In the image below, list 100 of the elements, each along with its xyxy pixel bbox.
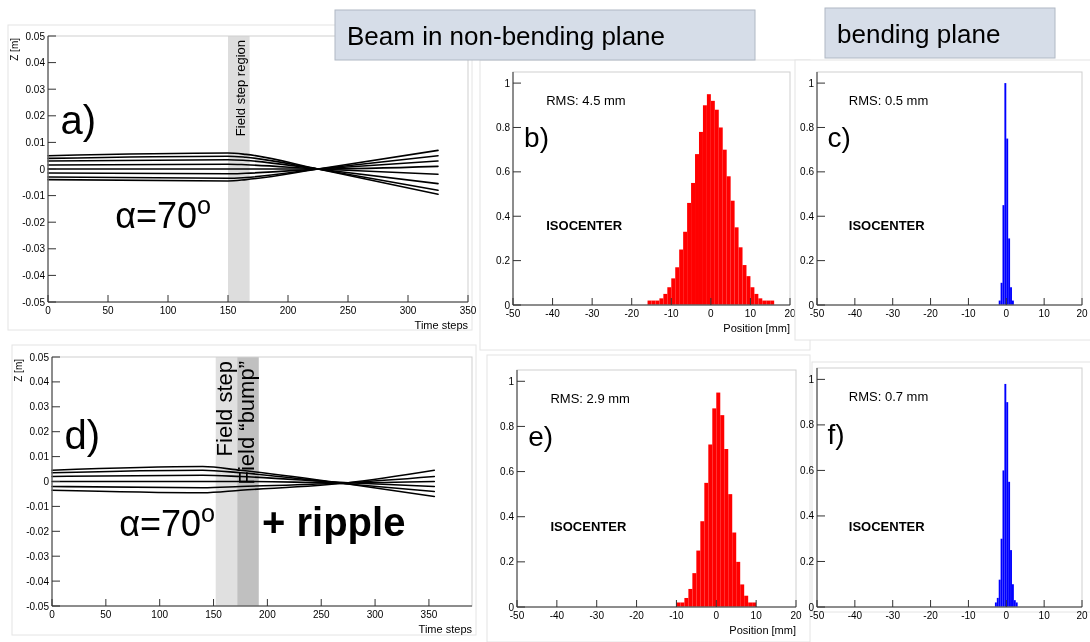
y-tick-label: 0.6 [800,464,815,476]
chart-title: Beam in non-bending plane [347,21,666,51]
y-tick-label: 0.8 [500,420,515,432]
annotation: b) [524,121,549,153]
x-tick-label: 10 [1038,610,1051,621]
x-tick-label: 200 [259,609,277,620]
x-tick-label: -50 [509,610,525,621]
y-tick-label: 0.02 [25,110,46,122]
y-axis-title: Z [m] [13,358,24,382]
y-tick-label: -0.02 [22,216,46,228]
y-tick-label: 0.8 [800,121,815,133]
y-tick-label: 0.6 [496,166,511,178]
annotation: RMS: 0.5 mm [848,92,929,108]
annotation: ISOCENTER [848,218,926,234]
annotation: a) [60,98,97,143]
x-tick-label: 20 [1076,308,1088,319]
annotation: RMS: 2.9 mm [550,391,630,407]
x-tick-label: -50 [505,308,521,319]
x-tick-label: 0 [1003,308,1010,319]
y-tick-label: -0.01 [26,500,50,512]
y-tick-label: 0.04 [29,376,50,388]
y-tick-label: -0.04 [26,575,50,587]
annotation: e) [528,420,554,452]
y-tick-label: 0.4 [800,510,815,522]
y-tick-label: 0.05 [25,30,46,42]
y-tick-label: -0.05 [26,600,50,612]
y-tick-label: -0.02 [26,525,50,537]
y-tick-label: 0.8 [496,121,511,133]
y-tick-label: 0.2 [500,556,515,568]
annotation: RMS: 4.5 mm [546,92,626,108]
x-tick-label: 50 [102,305,114,316]
y-axis-title: Z [m] [9,37,20,61]
y-tick-label: 0.6 [800,166,815,178]
x-tick-label: 10 [744,308,757,319]
y-tick-label: 0.05 [29,351,50,363]
x-tick-label: -30 [885,610,901,621]
x-tick-label: -30 [885,308,901,319]
x-tick-label: 250 [312,609,331,620]
x-tick-label: -10 [669,610,685,621]
band-label: Field step [212,361,238,457]
x-tick-label: -30 [584,308,600,319]
x-tick-label: 350 [459,305,477,316]
y-tick-label: 0 [39,163,46,175]
annotation: c) [827,121,851,153]
x-axis-title: Position [mm] [729,624,796,636]
y-tick-label: 0.2 [496,255,511,267]
x-tick-label: 0 [708,308,715,319]
y-tick-label: 0.02 [29,426,50,438]
x-tick-label: -40 [847,610,863,621]
x-tick-label: -50 [809,308,825,319]
y-tick-label: 0.2 [800,555,815,567]
y-tick-label: 0 [43,476,50,487]
x-tick-label: 50 [100,609,112,620]
y-tick-label: 0.8 [800,419,815,431]
x-tick-label: 150 [205,609,223,620]
annotation: α=70$^{o}$ [115,190,212,236]
x-tick-label: 350 [420,609,438,620]
x-tick-label: -30 [589,610,605,621]
x-tick-label: 300 [399,305,417,316]
y-tick-label: 0.6 [500,466,515,478]
annotation: RMS: 0.7 mm [848,389,929,405]
y-tick-label: 0.03 [25,83,46,95]
y-tick-label: -0.01 [22,190,46,202]
x-tick-label: 20 [790,610,802,621]
y-tick-label: 0.04 [25,57,46,69]
x-tick-label: -20 [923,308,939,319]
y-tick-label: 1 [508,375,515,387]
x-tick-label: -20 [923,610,939,621]
y-tick-label: 1 [808,373,815,385]
x-tick-label: 100 [159,305,177,316]
annotation: ISOCENTER [546,218,623,234]
x-tick-label: -50 [809,610,825,621]
x-tick-label: -40 [549,610,565,621]
x-tick-label: 10 [1038,308,1051,319]
y-tick-label: 0.03 [29,401,50,413]
y-tick-label: 1 [504,77,511,89]
x-tick-label: 100 [151,609,169,620]
y-tick-label: -0.04 [22,269,46,281]
x-tick-label: -10 [664,308,679,319]
annotation: + ripple [262,500,406,545]
x-tick-label: 20 [1076,610,1088,621]
x-tick-label: 300 [366,609,384,620]
y-tick-label: 0.01 [29,451,50,463]
x-tick-label: -40 [847,308,863,319]
x-tick-label: -20 [629,610,645,621]
x-tick-label: -40 [545,308,561,319]
x-tick-label: -20 [624,308,640,319]
y-tick-label: 0.2 [800,255,815,267]
y-tick-label: 1 [808,77,815,89]
annotation: ISOCENTER [550,519,627,535]
x-axis-title: Time steps [414,319,469,331]
annotation: α=70$^{o}$ [119,499,216,545]
annotation: d) [64,413,101,458]
y-tick-label: 0.01 [25,136,46,148]
x-tick-label: 200 [279,305,297,316]
x-tick-label: 0 [1003,610,1010,621]
band-label: Field step region [232,40,248,137]
x-tick-label: 10 [750,610,763,621]
x-axis-title: Time steps [418,623,473,635]
y-tick-label: -0.03 [26,550,50,562]
